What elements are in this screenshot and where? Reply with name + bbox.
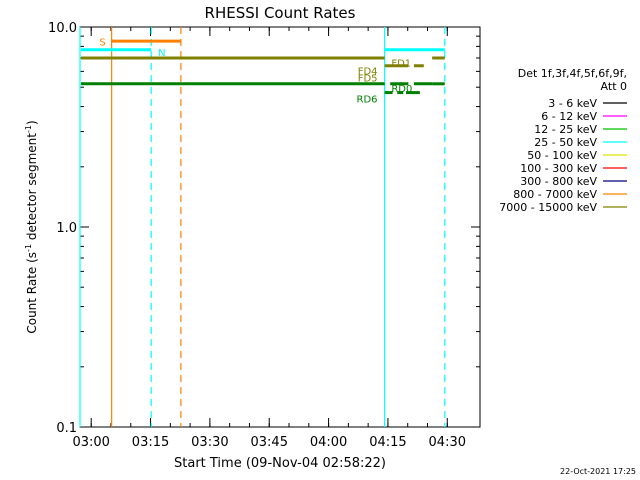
legend-attenuator: Att 0	[601, 80, 627, 93]
y-tick-label: 10.0	[48, 21, 77, 36]
legend-entry-label: 3 - 6 keV	[548, 97, 597, 110]
legend-entry-label: 300 - 800 keV	[520, 175, 597, 188]
legend-entry-label: 12 - 25 keV	[534, 123, 597, 136]
x-tick-label: 03:15	[132, 435, 169, 450]
annotation-label: FD1	[391, 58, 411, 69]
plot-area	[79, 26, 481, 428]
annotation-label: S	[99, 38, 105, 49]
annotation-label: N	[158, 48, 165, 59]
chart-title: RHESSI Count Rates	[205, 4, 356, 22]
y-tick-label: 1.0	[56, 221, 77, 236]
legend: Det 1f,3f,4f,5f,6f,9f, Att 0 3 - 6 keV6 …	[499, 67, 627, 214]
legend-entry-label: 100 - 300 keV	[520, 162, 597, 175]
y-axis-label: Count Rate (s-1 detector segment-1)	[24, 120, 39, 333]
legend-entry-label: 7000 - 15000 keV	[499, 201, 597, 214]
x-tick-label: 04:30	[429, 435, 466, 450]
annotation-label: RD0	[391, 84, 412, 95]
x-tick-label: 04:15	[369, 435, 406, 450]
legend-entry-label: 800 - 7000 keV	[513, 188, 597, 201]
x-tick-label: 03:00	[72, 435, 109, 450]
annotation-label: FD4	[358, 67, 378, 78]
x-axis-label: Start Time (09-Nov-04 02:58:22)	[174, 456, 386, 471]
legend-entry-label: 6 - 12 keV	[541, 110, 597, 123]
y-tick-label: 0.1	[56, 421, 77, 436]
legend-entry-label: 25 - 50 keV	[534, 136, 597, 149]
legend-entry-label: 50 - 100 keV	[527, 149, 597, 162]
annotation-label: FD5	[358, 73, 378, 84]
x-tick-label: 03:45	[251, 435, 288, 450]
plot-frame	[79, 26, 481, 428]
x-tick-label: 04:00	[310, 435, 347, 450]
x-tick-label: 03:30	[191, 435, 228, 450]
timestamp: 22-Oct-2021 17:25	[560, 467, 636, 476]
annotation-label: RD6	[357, 94, 378, 105]
legend-header: Det 1f,3f,4f,5f,6f,9f,	[518, 67, 627, 80]
